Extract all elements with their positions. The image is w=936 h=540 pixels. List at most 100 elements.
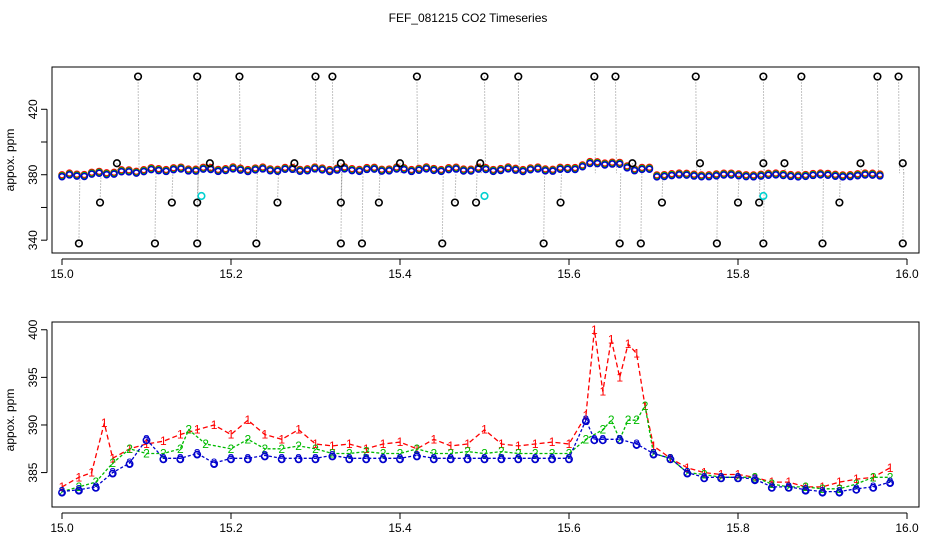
series-1-label: 1 (329, 439, 336, 453)
series-2-label: 2 (261, 442, 268, 456)
bottom-plot-frame (51, 321, 920, 508)
cyan-point (480, 191, 489, 201)
baseline-point (355, 167, 364, 176)
black-upper-point (628, 159, 637, 168)
series-3-label: 3 (768, 480, 775, 494)
series-1-label: 1 (515, 439, 522, 453)
black-outlier-high-point (311, 72, 320, 81)
bottom-x-tick-label: 15.4 (388, 521, 412, 535)
series-3-point (396, 455, 404, 464)
top-x-tick-label: 15.0 (50, 267, 74, 281)
black-outlier-low-point (193, 239, 202, 248)
series-3-label: 3 (532, 451, 539, 465)
series-1-label: 1 (887, 461, 894, 475)
baseline-point (125, 168, 133, 176)
top-y-tick-label: 420 (26, 99, 40, 119)
baseline-point (184, 167, 193, 175)
black-outlier-high-point (235, 72, 244, 81)
series-3-label: 3 (870, 480, 877, 494)
series-1-label: 1 (819, 480, 826, 494)
top-y-tick-label: 380 (26, 164, 40, 184)
black-outlier-mid-point (95, 198, 105, 207)
baseline-point (459, 167, 468, 175)
black-outlier-high-point (193, 72, 202, 81)
series-3-label: 3 (701, 470, 708, 484)
series-3-point (480, 455, 489, 464)
black-upper-point (898, 159, 907, 168)
series-2-label: 2 (887, 470, 894, 484)
series-1-label: 1 (650, 439, 657, 453)
baseline-point (601, 161, 609, 169)
series-1-label: 1 (566, 437, 573, 451)
baseline-point (430, 166, 438, 175)
top-x-tick-label: 15.6 (557, 267, 581, 281)
baseline-point (511, 166, 520, 174)
series-2-label: 2 (430, 447, 437, 461)
series-1-label: 1 (667, 451, 674, 465)
series-2-label: 2 (583, 432, 590, 446)
series-2-label: 2 (59, 485, 66, 499)
baseline-point (720, 171, 728, 179)
series-3-label: 3 (143, 432, 150, 446)
baseline-point (244, 167, 252, 176)
outlier-connector (340, 173, 343, 203)
series-1-label: 1 (532, 437, 539, 451)
outlier-connector (196, 173, 199, 203)
baseline-point (868, 171, 877, 179)
series-3-label: 3 (633, 437, 640, 451)
baseline-point (192, 167, 200, 175)
baseline-point (660, 172, 669, 181)
top-x-tick-label: 15.8 (726, 267, 750, 281)
series-3-label: 3 (481, 451, 488, 465)
series-3-point (311, 455, 320, 464)
top-x-tick-label: 15.4 (388, 267, 412, 281)
baseline-point (571, 165, 579, 174)
baseline-point (519, 167, 527, 176)
bottom-y-axis: 385 390 395 400 (26, 319, 48, 483)
outlier-connector (238, 76, 241, 174)
series-2-label: 2 (92, 475, 99, 489)
baseline-point (556, 165, 564, 173)
series-1-label: 1 (380, 437, 387, 451)
outlier-connector (361, 173, 364, 244)
series-3-point (514, 455, 523, 464)
series-3-point (784, 483, 793, 492)
outlier-connector (154, 173, 157, 244)
baseline-point (653, 173, 661, 181)
baseline-point (534, 165, 542, 173)
series-3-line (61, 418, 891, 493)
black-outlier-low-point (357, 239, 367, 248)
series-1-label: 1 (447, 439, 454, 453)
series-3-label: 3 (228, 451, 235, 465)
series-2-label: 2 (642, 399, 649, 413)
baseline-point (772, 171, 780, 179)
baseline-point (608, 160, 617, 168)
baseline-point (221, 166, 230, 175)
series-1-line (61, 329, 891, 488)
black-upper-point (856, 159, 865, 168)
series-3-label: 3 (599, 432, 606, 446)
outlier-connector (441, 173, 444, 244)
series-3-point (58, 488, 66, 497)
bottom-y-tick-label: 390 (26, 415, 40, 435)
baseline-point (563, 165, 572, 174)
baseline-point (541, 167, 550, 175)
baseline-point (407, 167, 416, 176)
outlier-connector (800, 76, 803, 174)
baseline-point (779, 171, 788, 180)
baseline-point (296, 167, 304, 175)
baseline-point (385, 167, 393, 175)
baseline-point (824, 171, 832, 180)
outlier-connector (137, 76, 140, 174)
baseline-point (333, 166, 341, 174)
outlier-connector (543, 173, 546, 244)
series-3-label: 3 (76, 483, 83, 497)
baseline-point (690, 172, 698, 180)
series-3-point (74, 486, 83, 495)
baseline-point (87, 170, 96, 178)
black-outlier-mid-point (336, 198, 345, 207)
baseline-point (80, 172, 89, 181)
baseline-point (816, 171, 825, 179)
series-3-point (193, 450, 202, 459)
series-1-label: 1 (633, 347, 640, 361)
